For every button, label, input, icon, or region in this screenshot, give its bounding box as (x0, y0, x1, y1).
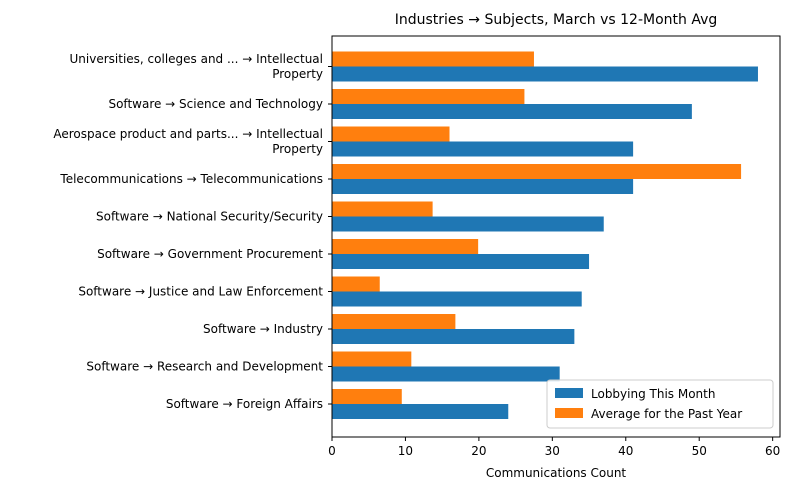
legend-swatch (555, 388, 583, 398)
y-axis: Universities, colleges and ... → Intelle… (53, 52, 332, 411)
x-axis: 0 10 20 30 40 50 60 (328, 437, 780, 458)
y-tick-label: Software → Government Procurement (97, 247, 323, 261)
x-tick-label: 60 (765, 444, 780, 458)
y-tick-label: Telecommunications → Telecommunications (59, 172, 323, 186)
bar-past-year-avg (332, 276, 380, 292)
legend-swatch (555, 408, 583, 418)
bar-this-month (332, 254, 590, 269)
bar-this-month (332, 216, 604, 232)
y-tick-label: Property (272, 67, 323, 81)
bar-this-month (332, 366, 560, 382)
legend-label: Lobbying This Month (591, 387, 715, 401)
x-tick-label: 10 (398, 444, 413, 458)
bar-this-month (332, 104, 692, 119)
x-axis-label: Communications Count (486, 466, 627, 480)
y-tick-label: Universities, colleges and ... → Intelle… (70, 52, 323, 66)
bar-past-year-avg (332, 51, 534, 67)
bar-past-year-avg (332, 126, 450, 142)
y-tick-label: Software → Science and Technology (108, 97, 323, 111)
bar-this-month (332, 329, 575, 344)
y-tick-label: Software → Research and Development (86, 360, 323, 374)
y-tick-label: Property (272, 142, 323, 156)
x-tick-label: 40 (618, 444, 633, 458)
bar-this-month (332, 291, 582, 307)
bar-this-month (332, 404, 509, 419)
legend: Lobbying This Month Average for the Past … (546, 379, 774, 429)
y-tick-label: Software → Justice and Law Enforcement (78, 285, 323, 299)
x-tick-label: 20 (471, 444, 486, 458)
legend-box (546, 379, 774, 429)
bar-past-year-avg (332, 201, 433, 217)
y-tick-label: Software → Industry (203, 322, 323, 336)
x-tick-label: 0 (328, 444, 336, 458)
chart-title: Industries → Subjects, March vs 12-Month… (395, 12, 718, 28)
bar-past-year-avg (332, 164, 742, 179)
bar-this-month (332, 141, 634, 157)
bar-this-month (332, 179, 634, 194)
bar-past-year-avg (332, 314, 456, 329)
x-tick-label: 30 (545, 444, 560, 458)
bar-past-year-avg (332, 351, 412, 367)
x-tick-label: 50 (692, 444, 707, 458)
y-tick-label: Software → Foreign Affairs (166, 397, 323, 411)
plot-area (331, 35, 781, 438)
bar-past-year-avg (332, 239, 479, 254)
bar-past-year-avg (332, 89, 525, 104)
legend-label: Average for the Past Year (591, 407, 742, 421)
bar-past-year-avg (332, 389, 402, 404)
bar-this-month (332, 66, 758, 82)
plot-frame (331, 35, 781, 438)
y-tick-label: Software → National Security/Security (96, 210, 323, 224)
y-tick-label: Aerospace product and parts... → Intelle… (53, 127, 323, 141)
